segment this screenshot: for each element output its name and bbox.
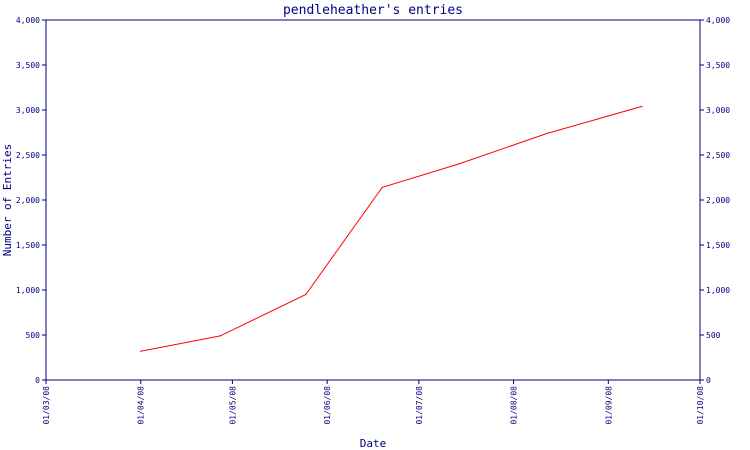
data-point bbox=[219, 335, 221, 337]
y-tick-label-right: 1,500 bbox=[706, 241, 730, 250]
data-point bbox=[458, 163, 460, 165]
y-tick-label-left: 3,500 bbox=[16, 61, 40, 70]
y-tick-label-left: 3,000 bbox=[16, 106, 40, 115]
y-tick-label-left: 4,000 bbox=[16, 16, 40, 25]
x-tick-label: 01/05/08 bbox=[228, 386, 237, 425]
entries-series-points bbox=[140, 105, 643, 352]
x-tick-label: 01/10/08 bbox=[696, 386, 705, 425]
data-point bbox=[140, 350, 142, 352]
data-point bbox=[641, 105, 643, 107]
x-axis: 01/03/08 01/04/08 01/05/08 01/06/08 01/07/08… bbox=[42, 380, 705, 425]
y-axis-title: Number of Entries bbox=[1, 144, 14, 257]
x-tick-label: 01/09/08 bbox=[604, 386, 613, 425]
chart-title: pendleheather's entries bbox=[283, 3, 463, 18]
y-tick-label-left: 2,000 bbox=[16, 196, 40, 205]
data-point bbox=[305, 293, 307, 296]
y-axis-left: 0 500 1,000 1,500 2,000 2,500 3,000 3,500 4,000 bbox=[16, 16, 46, 385]
y-tick-label-right: 3,000 bbox=[706, 106, 730, 115]
y-tick-label-right: 4,000 bbox=[706, 16, 730, 25]
y-tick-label-left: 2,500 bbox=[16, 151, 40, 160]
y-tick-label-left: 0 bbox=[35, 376, 40, 385]
y-tick-label-right: 3,500 bbox=[706, 61, 730, 70]
y-tick-label-right: 0 bbox=[706, 376, 711, 385]
y-axis-right: 0 500 1,000 1,500 2,000 2,500 3,000 3,500 4,000 bbox=[700, 16, 730, 385]
y-tick-label-right: 1,000 bbox=[706, 286, 730, 295]
y-tick-label-right: 2,000 bbox=[706, 196, 730, 205]
x-tick-label: 01/07/08 bbox=[415, 386, 424, 425]
x-tick-label: 01/08/08 bbox=[510, 386, 519, 425]
y-tick-label-right: 2,500 bbox=[706, 151, 730, 160]
x-tick-label: 01/06/08 bbox=[323, 386, 332, 425]
y-tick-label-left: 1,500 bbox=[16, 241, 40, 250]
x-tick-label: 01/04/08 bbox=[137, 386, 146, 425]
data-point bbox=[546, 132, 548, 134]
y-tick-label-right: 500 bbox=[706, 331, 721, 340]
x-tick-label: 01/03/08 bbox=[42, 386, 51, 425]
data-point bbox=[381, 186, 383, 188]
y-tick-label-left: 500 bbox=[26, 331, 41, 340]
x-axis-title: Date bbox=[360, 437, 387, 450]
y-tick-label-left: 1,000 bbox=[16, 286, 40, 295]
